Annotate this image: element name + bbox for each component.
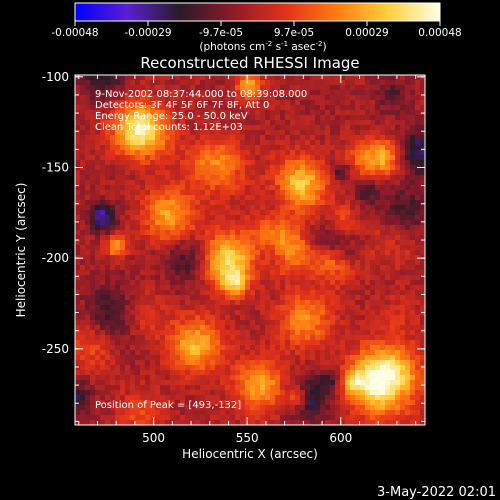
footer-date: 3-May-2022 02:01: [377, 485, 496, 500]
colorbar-tick-label: -0.00029: [124, 27, 171, 39]
colorbar-tick-label: 9.7e-05: [274, 27, 314, 39]
plot-frame: [74, 74, 426, 426]
colorbar-tick-label: 0.00048: [418, 27, 461, 39]
x-tick-label: 600: [329, 431, 352, 445]
axes: 500 550 600 -100 -150 -200 -250: [42, 70, 425, 445]
colorbar-tick-label: -0.00048: [51, 27, 98, 39]
y-tick-label: -200: [42, 251, 69, 265]
y-tick-label: -100: [42, 70, 69, 84]
y-tick-label: -150: [42, 160, 69, 174]
colorbar-tick-label: -9.7e-05: [199, 27, 243, 39]
annotation-time-range: 9-Nov-2002 08:37:44.000 to 08:39:08.000: [95, 89, 307, 100]
x-tick-label: 550: [236, 431, 259, 445]
y-axis-label: Heliocentric Y (arcsec): [14, 183, 28, 318]
x-axis-label: Heliocentric X (arcsec): [182, 447, 318, 461]
chart-title: Reconstructed RHESSI Image: [140, 54, 359, 72]
colorbar-ticks: -0.00048 -0.00029 -9.7e-05 9.7e-05 0.00029 0.…: [51, 21, 462, 39]
y-tick-label: -250: [42, 342, 69, 356]
annotation-detectors: Detectors: 3F 4F 5F 6F 7F 8F, Att 0: [95, 100, 269, 111]
peak-position-label: Position of Peak = [493,-132]: [95, 400, 241, 411]
annotation-counts: Clean Total counts: 1.12E+03: [95, 122, 243, 133]
colorbar-tick-label: 0.00029: [345, 27, 388, 39]
colorbar: [74, 2, 441, 22]
colorbar-units: (photons cm-2 s-1 asec-2): [199, 40, 326, 53]
annotation-block: 9-Nov-2002 08:37:44.000 to 08:39:08.000 …: [95, 89, 307, 133]
x-tick-label: 500: [142, 431, 165, 445]
heatmap-image: [75, 75, 425, 425]
annotation-energy-range: Energy Range: 25.0 - 50.0 keV: [95, 111, 248, 122]
